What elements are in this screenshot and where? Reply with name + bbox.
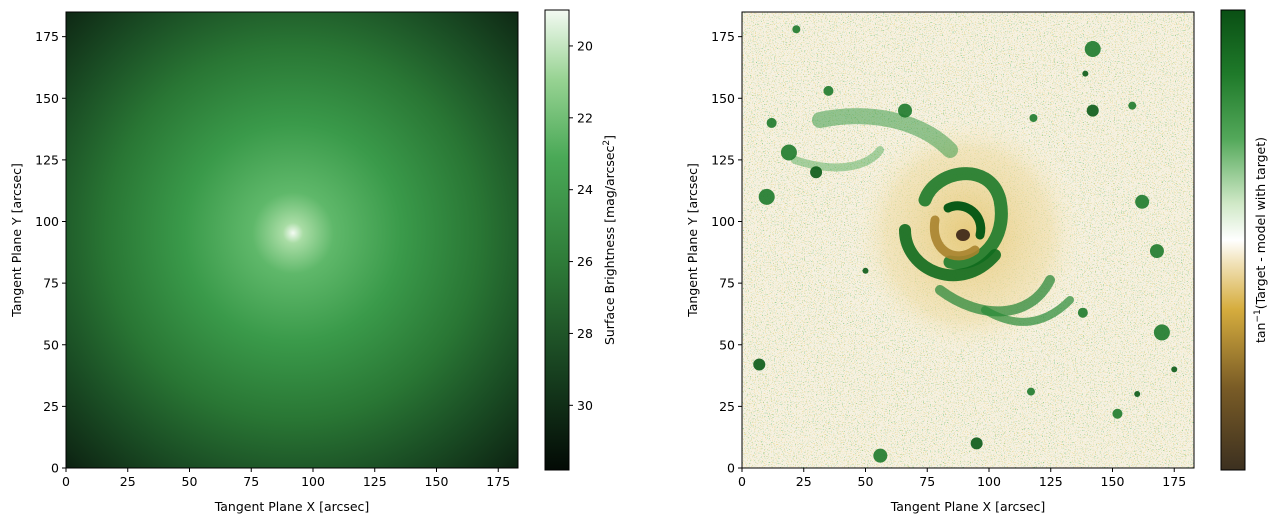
left-y-tick-label: 50 [43,337,59,352]
left-y-tick-label: 125 [35,152,59,167]
right-x-tick-label: 150 [1101,474,1125,489]
compact-source [1112,408,1123,419]
right-x-tick-label: 125 [1039,474,1063,489]
right-y-tick-label: 75 [719,276,735,291]
compact-source [1077,307,1088,318]
left-y-tick-label: 75 [43,276,59,291]
compact-source [873,448,888,463]
left-y-tick-label: 0 [51,461,59,476]
left-y-axis: 0 25 50 75 100 125 150 175 [35,29,66,476]
spiral-arm-outer-upper [812,108,958,158]
right-x-tick-label: 75 [919,474,935,489]
right-x-axis-label: Tangent Plane X [arcsec] [890,499,1046,514]
left-colorbar-tick-label: 28 [577,326,593,341]
left-x-tick-label: 100 [301,474,325,489]
spiral-arm-inner [899,224,1001,282]
left-colorbar-label: Surface Brightness [mag/arcsec2] [602,135,617,345]
right-colorbar-gradient [1221,10,1245,470]
residual-core [956,229,970,241]
compact-source [1135,194,1150,209]
compact-source [1086,104,1099,117]
left-x-tick-label: 175 [486,474,510,489]
compact-source [1171,366,1178,373]
left-axes-frame [65,11,519,469]
left-x-axis-label: Tangent Plane X [arcsec] [214,499,370,514]
right-x-tick-label: 25 [796,474,812,489]
residual-sources [753,25,1178,463]
spiral-arm-mid [918,167,1008,270]
left-colorbar: 20 22 24 26 28 30 Surface Brightness [mag/arc… [544,9,617,471]
compact-source [898,103,913,118]
right-colorbar-label: tan−1(Target - model with target) [1253,137,1268,343]
left-y-tick-label: 175 [35,29,59,44]
left-colorbar-gradient [545,10,569,470]
right-axes-frame [741,11,1195,469]
right-x-tick-label: 100 [977,474,1001,489]
compact-source [823,85,834,96]
right-y-tick-label: 150 [711,91,735,106]
residual-spiral-arms [791,108,1074,326]
right-y-axis-label: Tangent Plane Y [arcsec] [685,163,700,318]
compact-source [1149,244,1164,259]
right-x-tick-label: 175 [1162,474,1186,489]
compact-source [1153,324,1170,341]
model-image [66,12,518,468]
compact-source [758,188,775,205]
spiral-arm-outer-lower [935,275,1055,317]
left-x-tick-label: 150 [425,474,449,489]
right-y-tick-label: 175 [711,29,735,44]
compact-source [1084,40,1101,57]
left-colorbar-ticks: 20 22 24 26 28 30 [569,38,593,413]
right-y-tick-label: 50 [719,337,735,352]
compact-source [1026,387,1035,396]
compact-source [862,267,869,274]
compact-source [1128,101,1137,110]
left-colorbar-tick-label: 20 [577,38,593,53]
compact-source [810,166,823,179]
compact-source [780,144,797,161]
right-y-tick-label: 100 [711,214,735,229]
left-x-tick-label: 25 [120,474,136,489]
left-x-tick-label: 75 [243,474,259,489]
compact-source [970,437,983,450]
right-x-axis: 0 25 50 75 100 125 150 175 [738,468,1186,489]
spiral-arm-left-wisp [791,146,884,172]
spiral-arm-gold [929,215,980,261]
spiral-arm-core [943,201,986,240]
right-y-tick-label: 0 [727,461,735,476]
compact-source [1134,391,1141,398]
compact-source [792,25,801,34]
right-panel: 0 25 50 75 100 125 150 175 0255075100125150175 … [685,11,1195,514]
left-colorbar-tick-label: 26 [577,254,593,269]
left-x-axis: 0 25 50 75 100 125 150 175 [62,468,510,489]
compact-source [1029,113,1038,122]
spiral-arm-lower-right [981,296,1074,326]
compact-source [766,117,777,128]
left-x-tick-label: 125 [363,474,387,489]
left-y-axis-label: Tangent Plane Y [arcsec] [9,163,24,318]
compact-source [1082,70,1089,77]
right-colorbar-frame [1220,9,1246,471]
left-colorbar-frame [544,9,570,471]
left-colorbar-tick-label: 30 [577,398,593,413]
right-x-tick-label: 0 [738,474,746,489]
left-y-tick-label: 150 [35,91,59,106]
right-y-axis: 0 25 50 75 100 125 150 175 [711,29,742,476]
left-colorbar-tick-label: 24 [577,182,593,197]
left-x-tick-label: 50 [182,474,198,489]
left-y-tick-label: 100 [35,214,59,229]
left-colorbar-tick-label: 22 [577,110,593,125]
left-x-tick-label: 0 [62,474,70,489]
right-y-tick-label: 125 [711,152,735,167]
right-y-tick-label: 25 [719,399,735,414]
right-x-tick-label: 50 [858,474,874,489]
compact-source [753,358,766,371]
left-panel: 0 25 50 75 100 125 150 175 0255075100125150175 … [9,11,519,514]
right-colorbar: tan−1(Target - model with target) [1220,9,1268,471]
left-y-tick-label: 25 [43,399,59,414]
